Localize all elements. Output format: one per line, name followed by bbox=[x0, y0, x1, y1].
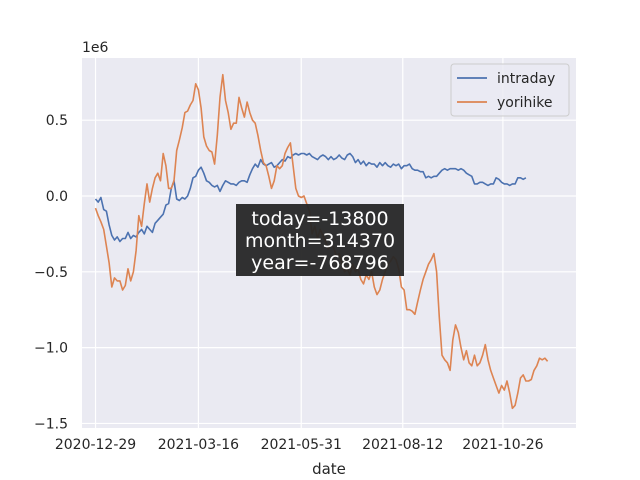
x-tick-label: 2021-03-16 bbox=[158, 437, 239, 453]
annotation-box: today=-13800 month=314370 year=-768796 bbox=[236, 204, 404, 276]
y-tick-label: 0.0 bbox=[46, 189, 68, 205]
legend-box bbox=[450, 63, 570, 117]
legend-label-intraday: intraday bbox=[497, 71, 555, 87]
y-tick-label: −0.5 bbox=[34, 265, 68, 281]
annotation-background bbox=[236, 204, 404, 276]
y-tick-label: 0.5 bbox=[46, 113, 68, 129]
legend: intraday yorihike bbox=[450, 63, 570, 117]
y-tick-label: −1.0 bbox=[34, 341, 68, 357]
annotation-month: month=314370 bbox=[245, 230, 395, 252]
x-tick-label: 2021-08-12 bbox=[362, 437, 443, 453]
series-line-intraday bbox=[94, 152, 527, 243]
legend-label-yorihike: yorihike bbox=[497, 95, 552, 111]
x-axis-label: date bbox=[312, 460, 346, 478]
annotation-year: year=-768796 bbox=[251, 252, 389, 274]
x-tick-label: 2021-05-31 bbox=[261, 437, 342, 453]
tick-labels: 0.5 0.0 −0.5 −1.0 −1.5 2020-12-29 2021-03-16 20… bbox=[34, 113, 544, 453]
y-tick-label: −1.5 bbox=[34, 416, 68, 432]
x-tick-label: 2020-12-29 bbox=[55, 437, 136, 453]
y-offset-label: 1e6 bbox=[82, 40, 109, 56]
x-tick-label: 2021-10-26 bbox=[462, 437, 543, 453]
annotation-today: today=-13800 bbox=[251, 208, 388, 230]
